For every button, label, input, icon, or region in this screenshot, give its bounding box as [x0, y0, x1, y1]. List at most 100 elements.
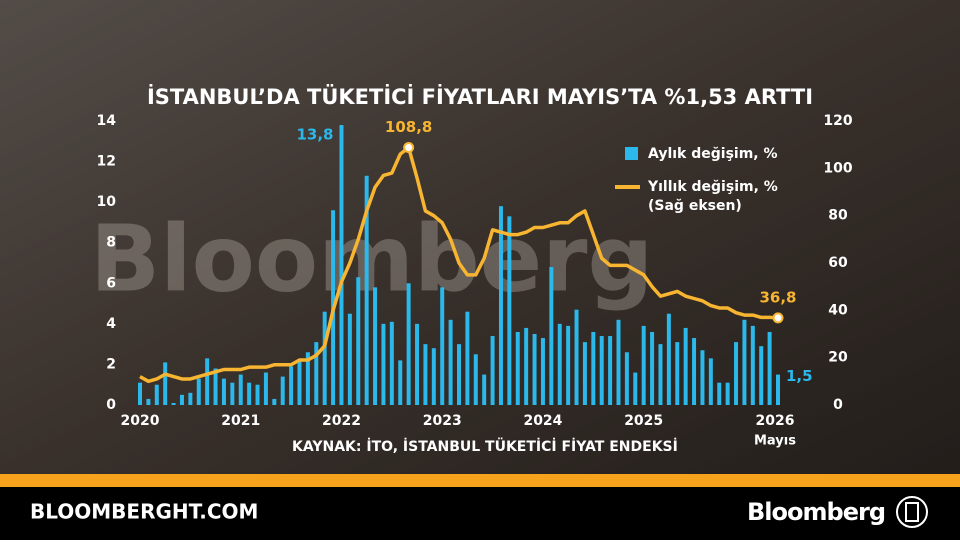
bar	[650, 331, 655, 405]
bar	[658, 344, 663, 405]
bar	[683, 327, 688, 405]
legend-note: (Sağ eksen)	[648, 198, 742, 214]
x-tick-label: 2025	[624, 413, 663, 429]
bar	[717, 382, 722, 405]
bar	[297, 360, 302, 405]
bar	[171, 402, 176, 405]
bar	[255, 384, 260, 405]
logo-mark	[905, 502, 919, 522]
bar	[725, 382, 730, 405]
y2-tick-label: 0	[833, 397, 843, 413]
value-label: 108,8	[385, 118, 432, 136]
x-tick-label: 2020	[121, 413, 160, 429]
bar	[364, 175, 369, 405]
bar	[457, 344, 461, 405]
y2-tick-label: 20	[828, 350, 848, 366]
bar	[776, 374, 780, 405]
y2-tick-label: 120	[823, 113, 852, 129]
bar	[540, 338, 545, 405]
bar	[314, 342, 319, 405]
bar	[205, 358, 210, 405]
bar	[498, 206, 503, 405]
footer-site: BLOOMBERGHT.COM	[30, 500, 258, 524]
bar	[440, 287, 445, 405]
bar	[524, 327, 529, 405]
bar	[675, 342, 680, 405]
bar	[389, 321, 394, 405]
bar	[213, 368, 218, 405]
bar	[238, 374, 243, 405]
bar	[591, 331, 596, 405]
value-label: 13,8	[296, 126, 333, 144]
bar	[196, 378, 201, 405]
bar	[582, 342, 587, 405]
bar	[708, 358, 713, 405]
bar	[280, 376, 285, 405]
y-tick-label: 12	[97, 154, 116, 170]
bar	[339, 125, 344, 406]
bar	[356, 277, 361, 405]
x-tick-label: 2021	[221, 413, 260, 429]
y-tick-label: 0	[106, 397, 116, 413]
bar	[373, 287, 378, 405]
bar	[188, 392, 193, 405]
bar	[465, 311, 470, 405]
logo-ring	[896, 496, 928, 528]
y-tick-label: 2	[106, 356, 116, 372]
bar	[247, 382, 252, 405]
bar	[154, 384, 159, 405]
bar	[272, 398, 277, 405]
y2-tick-label: 100	[823, 160, 852, 176]
highlight-point	[772, 312, 784, 324]
bar	[289, 366, 294, 405]
bar	[138, 382, 142, 405]
bar	[566, 325, 571, 405]
footer-bar	[0, 487, 960, 540]
bar	[381, 323, 386, 405]
highlight-point	[403, 142, 415, 154]
overlay	[0, 0, 960, 474]
y-tick-label: 8	[106, 235, 116, 251]
bar	[482, 374, 487, 405]
bar	[608, 336, 613, 405]
bar	[616, 319, 621, 405]
value-label: 1,5	[786, 367, 813, 385]
bar	[146, 398, 151, 405]
legend-swatch	[625, 147, 638, 160]
bar	[633, 372, 638, 405]
y-tick-label: 4	[106, 316, 116, 332]
bar	[448, 319, 453, 405]
background	[0, 0, 960, 474]
bar	[692, 338, 697, 405]
y-tick-label: 6	[106, 275, 116, 291]
bar	[624, 352, 629, 405]
bar	[230, 382, 235, 405]
footer-brand: Bloomberg	[747, 498, 885, 526]
bar	[557, 323, 562, 405]
bar	[734, 342, 739, 405]
bar	[759, 346, 764, 405]
source: KAYNAK: İTO, İSTANBUL TÜKETİCİ FİYAT END…	[292, 437, 678, 455]
bar	[473, 354, 478, 405]
y2-tick-label: 60	[828, 255, 848, 271]
bar	[431, 348, 436, 405]
x-tick-label: 2023	[423, 413, 462, 429]
chart-title: İSTANBUL’DA TÜKETİCİ FİYATLARI MAYIS’TA …	[147, 84, 813, 109]
bar	[742, 319, 747, 405]
x-tick-label: 2022	[322, 413, 361, 429]
value-label: 36,8	[759, 288, 796, 306]
y-tick-label: 10	[97, 194, 117, 210]
bar	[532, 334, 537, 405]
bar	[347, 313, 352, 405]
line	[139, 145, 779, 384]
x-note: Mayıs	[754, 434, 796, 449]
legend-label: Yıllık değişim, %	[647, 179, 778, 195]
bar	[221, 378, 226, 405]
bar	[750, 325, 755, 405]
bar	[163, 362, 168, 405]
bar	[398, 360, 403, 405]
y-tick-label: 14	[97, 113, 117, 129]
bar	[179, 394, 184, 405]
